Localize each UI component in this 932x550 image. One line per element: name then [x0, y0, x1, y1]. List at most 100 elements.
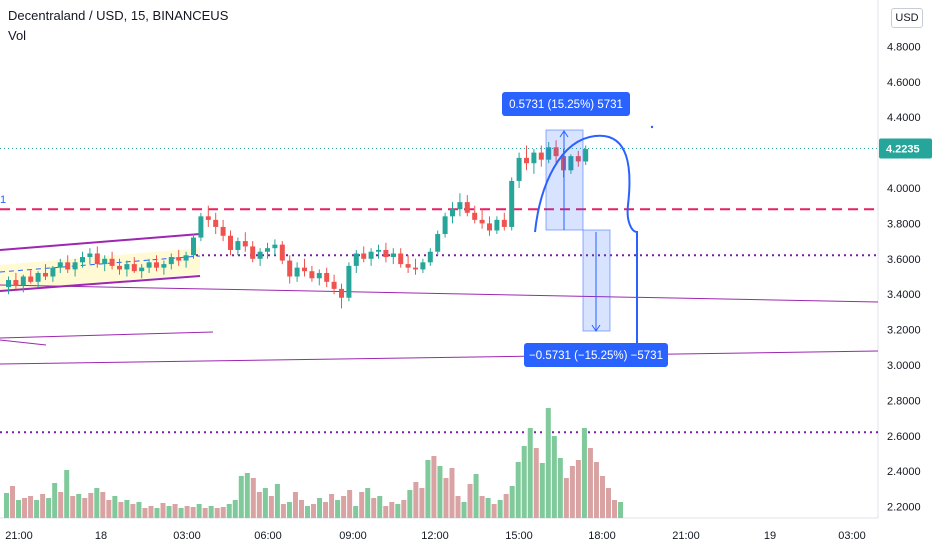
candle-body[interactable]: [479, 219, 485, 224]
candle-body[interactable]: [390, 253, 396, 258]
candle-body[interactable]: [553, 147, 559, 157]
candle-body[interactable]: [161, 264, 167, 268]
candle-body[interactable]: [294, 267, 300, 277]
trendline-stub[interactable]: [0, 339, 47, 346]
volume-bar: [76, 494, 82, 518]
volume-bar: [335, 500, 341, 518]
candle-body[interactable]: [524, 157, 529, 164]
candle-body[interactable]: [331, 281, 337, 289]
volume-bar: [178, 508, 184, 518]
candle-body[interactable]: [102, 258, 108, 265]
candle-body[interactable]: [257, 251, 263, 259]
currency-button[interactable]: USD: [891, 8, 923, 28]
trendline-short[interactable]: [0, 331, 214, 339]
candle-body[interactable]: [65, 262, 71, 270]
volume-bar: [413, 482, 419, 518]
volume-bar: [262, 488, 268, 518]
candle-body[interactable]: [72, 262, 78, 270]
candle-body[interactable]: [568, 156, 574, 171]
candle-body[interactable]: [50, 267, 56, 277]
candle-body[interactable]: [546, 147, 552, 160]
candle-body[interactable]: [531, 152, 537, 164]
candle-body[interactable]: [117, 265, 122, 270]
candle-body[interactable]: [131, 264, 137, 272]
volume-bar: [40, 494, 46, 518]
candle-body[interactable]: [501, 219, 507, 227]
candle-body[interactable]: [346, 265, 352, 298]
candle-body[interactable]: [272, 244, 278, 249]
candle-body[interactable]: [279, 244, 285, 261]
candle-body[interactable]: [287, 260, 293, 277]
candle-body[interactable]: [154, 262, 159, 268]
candle-body[interactable]: [427, 251, 433, 263]
channel-lower-line[interactable]: [0, 275, 201, 292]
candle-body[interactable]: [6, 280, 11, 288]
candle-body[interactable]: [198, 216, 204, 238]
trendline-lower[interactable]: [0, 350, 879, 365]
candle-body[interactable]: [368, 251, 374, 259]
candle-body[interactable]: [583, 149, 589, 162]
candle-body[interactable]: [324, 272, 330, 282]
candle-body[interactable]: [109, 258, 115, 266]
candle-body[interactable]: [191, 237, 196, 256]
candle-body[interactable]: [383, 249, 389, 258]
candle-body[interactable]: [168, 257, 174, 265]
candle-body[interactable]: [183, 255, 189, 261]
volume-bar: [527, 428, 533, 518]
candle-body[interactable]: [339, 288, 344, 298]
candle-body[interactable]: [176, 257, 182, 261]
candle-body[interactable]: [405, 264, 411, 268]
freehand-drawing[interactable]: [534, 134, 638, 350]
candle-body[interactable]: [220, 226, 226, 236]
candle-body[interactable]: [28, 276, 34, 282]
volume-bar: [515, 462, 521, 518]
candle-body[interactable]: [57, 262, 63, 268]
candle-body[interactable]: [450, 209, 455, 217]
candle-body[interactable]: [302, 267, 307, 272]
volume-bar: [612, 500, 618, 518]
candle-body[interactable]: [228, 235, 233, 250]
candle-body[interactable]: [509, 180, 515, 227]
candle-body[interactable]: [235, 241, 241, 250]
candle-body[interactable]: [250, 246, 256, 259]
candle-body[interactable]: [472, 212, 478, 220]
candle-body[interactable]: [35, 272, 41, 282]
volume-bar: [220, 507, 226, 518]
candle-body[interactable]: [413, 267, 418, 270]
channel-upper-line[interactable]: [0, 233, 201, 251]
candle-body[interactable]: [124, 264, 130, 270]
candle-body[interactable]: [43, 272, 48, 277]
candle-body[interactable]: [516, 157, 522, 181]
candle-body[interactable]: [494, 219, 500, 231]
candle-body[interactable]: [361, 253, 367, 259]
candle-body[interactable]: [13, 280, 19, 286]
candle-body[interactable]: [242, 241, 248, 247]
candle-body[interactable]: [87, 253, 93, 258]
candle-body[interactable]: [538, 152, 544, 160]
candle-body[interactable]: [80, 257, 85, 263]
candle-body[interactable]: [20, 276, 26, 286]
candle-body[interactable]: [213, 219, 219, 227]
candle-body[interactable]: [316, 272, 322, 279]
volume-bar: [268, 496, 274, 518]
candle-body[interactable]: [265, 248, 270, 252]
candle-body[interactable]: [442, 216, 448, 235]
candle-body[interactable]: [309, 271, 315, 279]
candle-body[interactable]: [146, 262, 152, 268]
candle-body[interactable]: [487, 223, 492, 231]
volume-bar: [4, 493, 9, 518]
volume-bar: [148, 506, 154, 518]
candle-body[interactable]: [464, 202, 470, 213]
candle-body[interactable]: [398, 253, 404, 265]
candle-body[interactable]: [457, 202, 463, 210]
candle-body[interactable]: [205, 216, 211, 220]
candle-body[interactable]: [139, 267, 145, 272]
candle-body[interactable]: [376, 249, 381, 252]
candle-body[interactable]: [420, 262, 426, 270]
candle-body[interactable]: [435, 234, 441, 252]
candle-body[interactable]: [575, 156, 581, 162]
candle-body[interactable]: [353, 253, 359, 266]
trendline-support[interactable]: [0, 284, 879, 303]
candle-body[interactable]: [94, 253, 100, 265]
